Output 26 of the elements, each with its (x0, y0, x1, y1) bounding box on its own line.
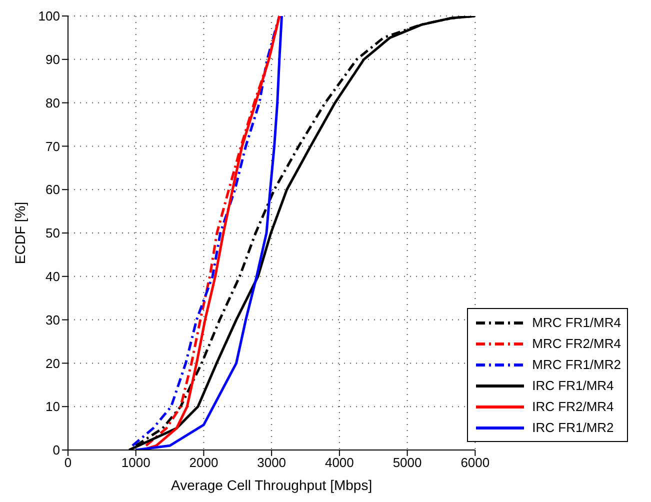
legend-label: MRC FR2/MR4 (532, 336, 621, 351)
legend-label: IRC FR2/MR4 (532, 399, 614, 414)
y-tick-label: 30 (46, 312, 60, 328)
y-axis-title: ECDF [%] (12, 202, 28, 264)
x-axis-title: Average Cell Throughput [Mbps] (171, 477, 372, 493)
legend-label: MRC FR1/MR4 (532, 315, 621, 330)
y-tick-label: 70 (46, 138, 60, 154)
y-tick-label: 90 (46, 52, 60, 68)
x-tick-label: 3000 (257, 455, 286, 470)
y-tick-label: 40 (46, 269, 60, 284)
y-tick-label: 10 (46, 399, 60, 414)
x-tick-label: 2000 (189, 455, 218, 470)
y-tick-label: 100 (38, 8, 60, 24)
y-tick-label: 80 (46, 95, 60, 110)
legend-label: IRC FR1/MR2 (532, 420, 614, 435)
x-tick-label: 0 (64, 455, 72, 470)
x-tick-label: 6000 (460, 455, 490, 470)
y-tick-label: 50 (46, 226, 60, 241)
legend-label: IRC FR1/MR4 (532, 378, 614, 393)
x-tick-label: 5000 (392, 455, 422, 470)
y-tick-label: 20 (46, 356, 60, 371)
y-tick-label: 0 (52, 442, 60, 458)
y-tick-label: 60 (46, 182, 60, 198)
x-tick-label: 1000 (121, 455, 150, 470)
legend-label: MRC FR1/MR2 (532, 357, 621, 372)
x-tick-label: 4000 (324, 455, 354, 470)
